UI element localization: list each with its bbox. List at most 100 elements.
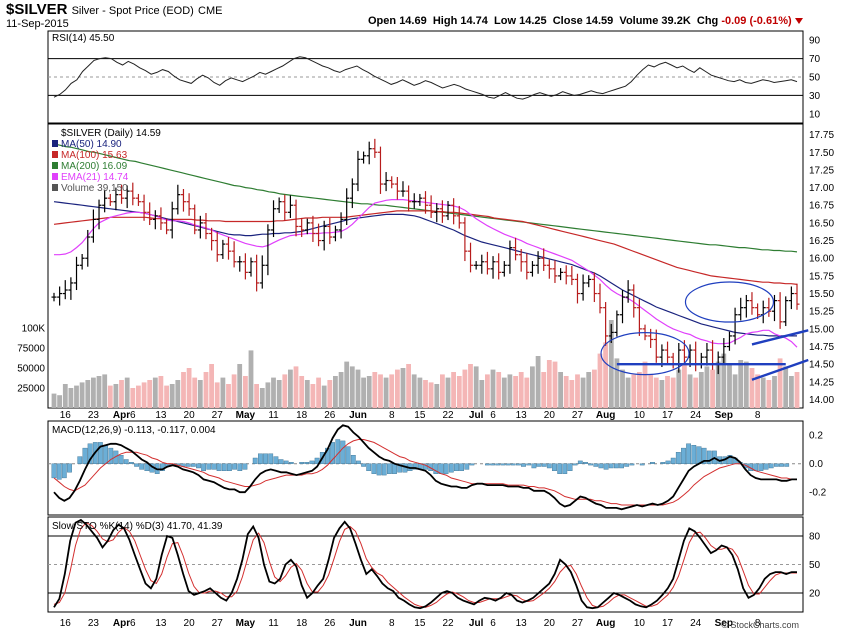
macd-histogram-bar	[681, 447, 686, 465]
price-tick-label: 17.75	[809, 130, 834, 141]
macd-histogram-bar	[350, 455, 356, 464]
price-x-tick-label: 27	[212, 410, 224, 421]
price-bar	[451, 198, 457, 225]
volume-bar	[541, 372, 547, 408]
volume-bar	[558, 372, 563, 408]
macd-histogram-bar	[454, 463, 459, 472]
sto-x-tick-label: 13	[516, 618, 528, 629]
price-bar	[625, 280, 631, 303]
macd-histogram-bar	[562, 463, 568, 474]
macd-legend: MACD(12,26,9) -0.113, -0.117, 0.004	[52, 425, 216, 436]
volume-bar	[789, 376, 794, 408]
volume-bar	[91, 377, 96, 408]
close-label: Close	[552, 15, 583, 27]
volume-bar	[625, 377, 631, 408]
volume-bar	[575, 374, 580, 408]
price-x-tick-label: 23	[88, 410, 100, 421]
macd-histogram-bar	[123, 459, 129, 465]
macd-histogram-bar	[536, 463, 542, 467]
price-bar	[366, 141, 372, 165]
macd-histogram-bar	[226, 463, 232, 472]
volume-bar	[670, 377, 676, 408]
volume-bar	[344, 361, 350, 408]
price-bar	[287, 195, 293, 218]
sto-x-tick-label: 11	[268, 618, 279, 629]
rsi-panel	[47, 30, 804, 124]
macd-histogram-bar	[572, 463, 578, 466]
macd-panel	[47, 420, 804, 516]
volume-bar	[366, 376, 372, 408]
volume-bar	[586, 372, 592, 408]
macd-histogram-bar	[670, 457, 676, 464]
sto-tick-label: 50	[809, 560, 821, 571]
price-x-tick-label: 10	[634, 410, 646, 421]
volume-bar	[169, 384, 175, 408]
volume-bar	[192, 377, 198, 408]
ellipse-mid-august	[684, 281, 775, 323]
price-bar	[113, 187, 119, 211]
macd-histogram-bar	[252, 457, 258, 464]
price-bar	[299, 217, 305, 238]
price-bar	[321, 220, 327, 251]
price-bar	[394, 176, 400, 200]
price-x-tick-label: 20	[184, 410, 196, 421]
price-bar	[377, 146, 383, 194]
macd-histogram-bar	[443, 463, 449, 474]
macd-histogram-bar	[552, 463, 557, 472]
macd-histogram-bar	[371, 463, 377, 474]
price-bar	[591, 272, 597, 303]
macd-histogram-bar	[495, 463, 501, 466]
macd-histogram-bar	[500, 463, 506, 466]
price-tick-label: 14.75	[809, 342, 834, 353]
volume-bar	[293, 366, 299, 408]
macd-histogram-bar	[201, 463, 206, 472]
volume-bar	[631, 374, 637, 408]
volume-bar	[361, 377, 366, 408]
macd-histogram-bar	[490, 463, 495, 466]
sto-tick-label: 80	[809, 532, 821, 543]
price-bar	[698, 352, 704, 369]
price-bar	[169, 201, 175, 239]
volume-bar	[214, 382, 220, 408]
volume-bar	[473, 366, 479, 408]
sto-x-tick-label: 6	[130, 618, 136, 629]
volume-bar	[57, 395, 62, 408]
price-x-tick-label: Aug	[596, 410, 615, 421]
volume-bar	[175, 380, 181, 408]
macd-histogram-bar	[546, 463, 552, 469]
price-bar	[192, 204, 198, 235]
price-bar	[344, 188, 350, 226]
macd-histogram-bar	[412, 463, 418, 470]
volume-bar	[738, 360, 744, 408]
price-tick-label: 15.00	[809, 324, 834, 335]
volume-bar	[209, 364, 214, 408]
price-x-tick-label: 26	[324, 410, 336, 421]
volume-bar	[434, 384, 440, 408]
price-tick-label: 15.50	[809, 289, 834, 300]
price-bar	[293, 199, 299, 237]
macd-histogram-bar	[51, 463, 57, 479]
macd-tick-label: -0.2	[809, 488, 827, 499]
price-bar	[653, 329, 659, 363]
macd-histogram-bar	[614, 463, 619, 469]
macd-histogram-bar	[314, 457, 320, 464]
volume-bar	[271, 377, 276, 408]
ema21-line	[54, 199, 798, 348]
low-label: Low	[494, 15, 517, 27]
price-bar	[479, 254, 485, 274]
volume-bar	[102, 374, 108, 408]
volume-bar	[186, 368, 192, 408]
rising-channel-upper	[751, 329, 809, 346]
price-bar	[361, 151, 367, 164]
volume-bar	[136, 385, 141, 408]
price-bar	[603, 302, 609, 346]
price-bar	[327, 217, 333, 245]
open-value: 14.69	[399, 15, 427, 27]
volume-bar	[530, 366, 535, 408]
price-bar	[777, 292, 783, 329]
macd-histogram-bar	[660, 462, 666, 464]
price-x-tick-label: 20	[544, 410, 556, 421]
volume-bar	[400, 368, 406, 408]
price-legend-entry: MA(200) 16.09	[61, 161, 128, 172]
macd-histogram-bar	[144, 463, 150, 472]
